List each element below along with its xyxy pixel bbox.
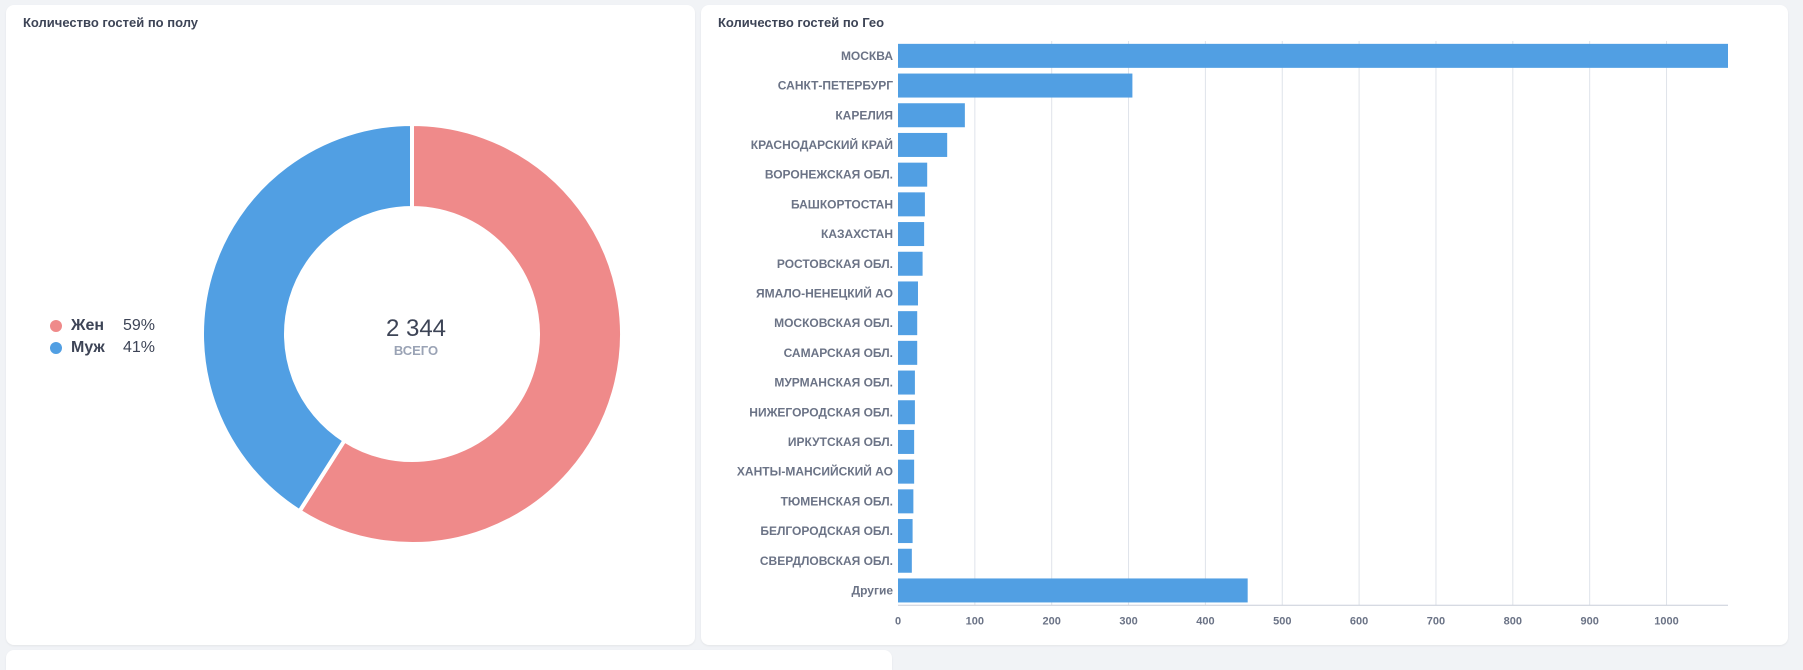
legend-item-female[interactable]: Жен 59% xyxy=(50,315,210,337)
geo-bar[interactable] xyxy=(898,489,914,514)
geo-category-label: ТЮМЕНСКАЯ ОБЛ. xyxy=(781,494,893,508)
legend-label-female: Жен xyxy=(71,317,105,334)
geo-category-label: РОСТОВСКАЯ ОБЛ. xyxy=(777,257,893,271)
x-tick-label: 300 xyxy=(1119,615,1137,627)
geo-bar[interactable] xyxy=(898,192,925,217)
geo-bar[interactable] xyxy=(898,251,923,276)
geo-bar[interactable] xyxy=(898,281,918,306)
geo-bar[interactable] xyxy=(898,162,928,187)
geo-category-label: ВОРОНЕЖСКАЯ ОБЛ. xyxy=(765,168,893,182)
geo-bar[interactable] xyxy=(898,519,913,544)
geo-bar[interactable] xyxy=(898,43,1728,68)
geo-category-label: ЯМАЛО-НЕНЕЦКИЙ АО xyxy=(756,285,893,300)
geo-category-label: МОСКОВСКАЯ ОБЛ. xyxy=(774,316,893,330)
geo-bar[interactable] xyxy=(898,103,965,128)
geo-bar[interactable] xyxy=(898,73,1133,98)
total-guests-value: 2 344 xyxy=(385,315,447,342)
geo-category-label: Другие xyxy=(852,583,894,597)
x-tick-label: 400 xyxy=(1196,615,1214,627)
geo-category-label: БЕЛГОРОДСКАЯ ОБЛ. xyxy=(760,524,893,538)
next-card-edge xyxy=(6,650,892,670)
legend-label-male: Муж xyxy=(71,339,105,356)
geo-bar-chart: 0 100 200 300 400 500 600 700 800 900 1000 МОСКВА СА… xyxy=(737,41,1728,627)
geo-category-label: КРАСНОДАРСКИЙ КРАЙ xyxy=(751,137,893,152)
x-tick-label: 1000 xyxy=(1654,615,1678,627)
geo-category-label: САНКТ-ПЕТЕРБУРГ xyxy=(778,79,893,93)
geo-category-label: МОСКВА xyxy=(841,49,893,63)
geo-category-label: МУРМАНСКАЯ ОБЛ. xyxy=(774,376,893,390)
x-tick-label: 900 xyxy=(1580,615,1598,627)
donut-slice-male[interactable] xyxy=(200,121,414,515)
geo-category-label: ИРКУТСКАЯ ОБЛ. xyxy=(788,435,893,449)
x-tick-label: 100 xyxy=(966,615,984,627)
x-tick-label: 500 xyxy=(1273,615,1291,627)
donut-center-label: 2 344 ВСЕГО xyxy=(316,315,516,359)
x-tick-label: 600 xyxy=(1350,615,1368,627)
geo-bar[interactable] xyxy=(898,578,1248,603)
gender-chart-card: Количество гостей по полу Жен 59% Муж 41… xyxy=(6,5,695,645)
geo-category-label: БАШКОРТОСТАН xyxy=(791,197,893,211)
geo-chart-card: Количество гостей по Гео 0 100 200 300 400 50… xyxy=(701,5,1788,645)
geo-category-label: ХАНТЫ-МАНСИЙСКИЙ АО xyxy=(737,464,893,479)
legend-dot-male xyxy=(50,342,62,354)
geo-category-label: НИЖЕГОРОДСКАЯ ОБЛ. xyxy=(749,405,893,419)
legend-item-male[interactable]: Муж 41% xyxy=(50,337,210,359)
gender-donut-chart xyxy=(200,121,624,546)
legend-pct-male: 41% xyxy=(123,339,156,356)
geo-bar[interactable] xyxy=(898,132,948,157)
total-guests-caption: ВСЕГО xyxy=(393,343,439,358)
legend-dot-female xyxy=(50,320,62,332)
geo-category-label: КАРЕЛИЯ xyxy=(835,108,893,122)
geo-bar[interactable] xyxy=(898,370,915,395)
geo-bar[interactable] xyxy=(898,222,925,247)
geo-category-label: КАЗАХСТАН xyxy=(821,227,893,241)
x-tick-label: 200 xyxy=(1043,615,1061,627)
geo-bar[interactable] xyxy=(898,459,915,484)
geo-bar[interactable] xyxy=(898,429,915,454)
geo-category-label: СВЕРДЛОВСКАЯ ОБЛ. xyxy=(760,554,893,568)
gender-legend: Жен 59% Муж 41% xyxy=(50,315,210,359)
geo-category-label: САМАРСКАЯ ОБЛ. xyxy=(784,346,893,360)
geo-bar[interactable] xyxy=(898,311,918,336)
geo-chart-title: Количество гостей по Гео xyxy=(718,15,885,30)
gender-chart-title: Количество гостей по полу xyxy=(23,15,199,30)
geo-bar[interactable] xyxy=(898,548,912,573)
x-tick-label: 700 xyxy=(1427,615,1445,627)
geo-bar[interactable] xyxy=(898,400,915,425)
donut-slice-female[interactable] xyxy=(296,121,624,546)
x-tick-label: 800 xyxy=(1504,615,1522,627)
geo-bar[interactable] xyxy=(898,340,918,365)
x-tick-label: 0 xyxy=(895,615,901,627)
legend-pct-female: 59% xyxy=(123,317,156,334)
